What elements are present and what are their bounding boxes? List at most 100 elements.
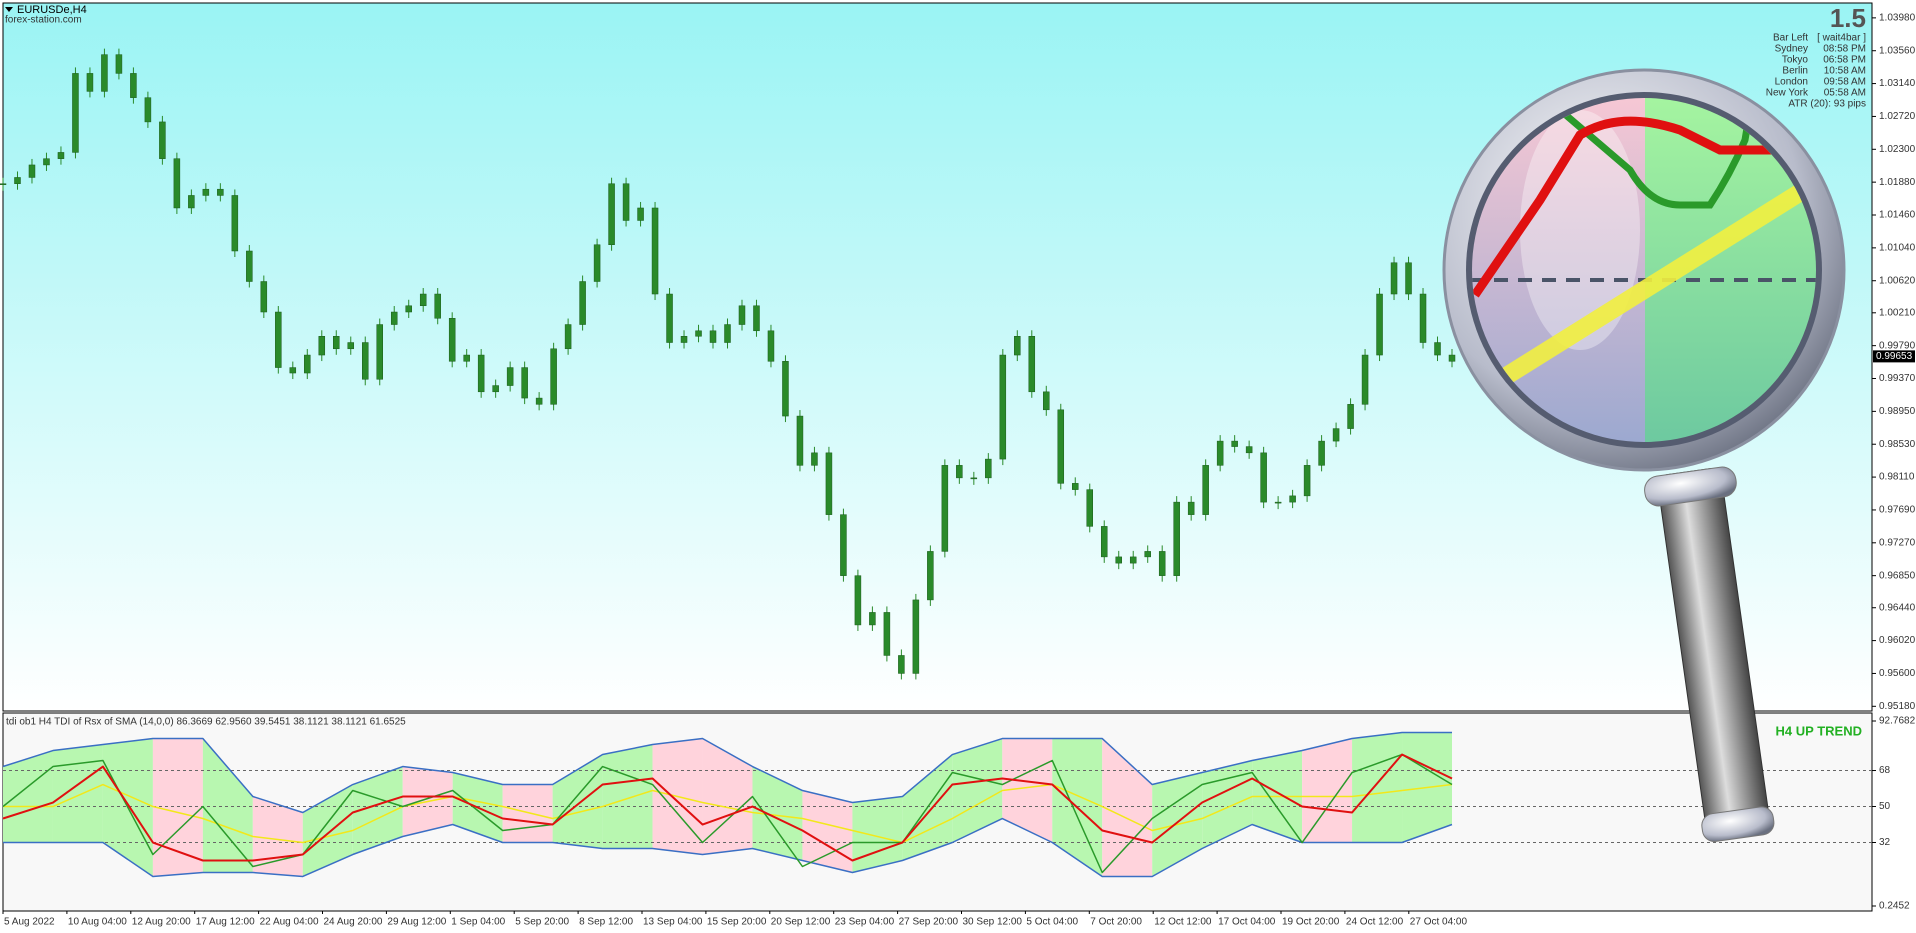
info-value: 08:58 PM bbox=[1823, 44, 1866, 55]
info-key: London bbox=[1775, 77, 1808, 88]
x-tick-label: 20 Sep 12:00 bbox=[771, 917, 831, 928]
candle bbox=[1245, 446, 1253, 454]
candle bbox=[1043, 391, 1050, 411]
candle bbox=[782, 361, 789, 417]
x-tick-label: 22 Aug 04:00 bbox=[260, 917, 319, 928]
y-tick-label: 1.03140 bbox=[1879, 78, 1916, 89]
x-tick-label: 24 Aug 20:00 bbox=[324, 917, 383, 928]
candle bbox=[43, 158, 50, 166]
candle bbox=[405, 305, 412, 313]
candle bbox=[637, 207, 644, 221]
candle bbox=[840, 514, 847, 576]
candle bbox=[86, 73, 94, 92]
candle bbox=[883, 612, 891, 656]
band-fill bbox=[602, 744, 653, 849]
y-tick-label: 1.03980 bbox=[1879, 13, 1916, 24]
y-tick-label: 32 bbox=[1879, 837, 1891, 848]
candle bbox=[144, 97, 152, 123]
candle bbox=[1158, 551, 1166, 576]
info-key: Tokyo bbox=[1782, 55, 1809, 66]
y-tick-label: 50 bbox=[1879, 801, 1891, 812]
candle bbox=[622, 183, 630, 221]
candle bbox=[1202, 465, 1209, 515]
candle bbox=[709, 330, 717, 343]
candle bbox=[927, 551, 934, 601]
candle bbox=[579, 281, 586, 325]
x-tick-label: 10 Aug 04:00 bbox=[68, 917, 127, 928]
candle bbox=[1361, 354, 1369, 405]
info-value: [ wait4bar ] bbox=[1817, 33, 1866, 44]
candle bbox=[825, 452, 833, 515]
x-tick-label: 13 Sep 04:00 bbox=[643, 917, 703, 928]
candle bbox=[651, 207, 659, 295]
x-tick-label: 1 Sep 04:00 bbox=[451, 917, 505, 928]
x-tick-label: 12 Oct 12:00 bbox=[1154, 917, 1212, 928]
candle bbox=[1014, 336, 1021, 356]
menu-arrow[interactable] bbox=[5, 7, 13, 12]
candle bbox=[564, 324, 572, 350]
x-tick-label: 5 Sep 20:00 bbox=[515, 917, 569, 928]
y-tick-label: 0.95600 bbox=[1879, 668, 1916, 679]
band-fill bbox=[52, 744, 103, 843]
info-key: New York bbox=[1766, 88, 1809, 99]
indicator-line bbox=[2, 731, 1452, 814]
y-tick-label: 0.96440 bbox=[1879, 602, 1916, 613]
candle bbox=[477, 354, 485, 393]
x-tick-label: 24 Oct 12:00 bbox=[1346, 917, 1404, 928]
candle bbox=[28, 164, 36, 178]
candle bbox=[1028, 336, 1036, 393]
y-tick-label: 0.96020 bbox=[1879, 635, 1916, 646]
y-tick-label: 0.98950 bbox=[1879, 406, 1916, 417]
candle bbox=[695, 330, 702, 337]
info-value: 06:58 PM bbox=[1823, 55, 1866, 66]
candle bbox=[1434, 342, 1441, 356]
candle bbox=[724, 324, 731, 343]
y-tick-label: 1.01040 bbox=[1879, 243, 1916, 254]
candle bbox=[985, 458, 992, 479]
candle bbox=[970, 477, 978, 480]
candle bbox=[1115, 556, 1122, 564]
band-fill bbox=[852, 796, 903, 873]
x-tick-label: 8 Sep 12:00 bbox=[579, 917, 633, 928]
y-tick-label: 1.01460 bbox=[1879, 210, 1916, 221]
y-tick-label: 92.7682 bbox=[1879, 716, 1916, 727]
band-fill bbox=[152, 738, 203, 877]
y-tick-label: 68 bbox=[1879, 765, 1891, 776]
candle bbox=[318, 336, 326, 356]
candle bbox=[1057, 409, 1065, 484]
candle bbox=[1144, 551, 1151, 558]
candle bbox=[434, 293, 441, 319]
candle bbox=[260, 281, 268, 313]
candle bbox=[521, 367, 528, 399]
candle bbox=[1072, 483, 1079, 490]
candle bbox=[1376, 293, 1383, 356]
candle bbox=[217, 188, 224, 196]
x-tick-label: 7 Oct 20:00 bbox=[1090, 917, 1142, 928]
y-tick-label: 0.2452 bbox=[1879, 901, 1910, 912]
candle bbox=[666, 293, 673, 343]
candle bbox=[1303, 465, 1311, 497]
x-tick-label: 27 Oct 04:00 bbox=[1410, 917, 1468, 928]
candle bbox=[492, 385, 499, 393]
band-fill bbox=[202, 738, 253, 873]
indicator-title: tdi ob1 H4 TDI of Rsx of SMA (14,0,0) 86… bbox=[6, 717, 406, 728]
x-tick-label: 17 Aug 12:00 bbox=[196, 917, 255, 928]
x-tick-label: 23 Sep 04:00 bbox=[835, 917, 895, 928]
source: forex-station.com bbox=[5, 15, 82, 26]
info-value: 10:58 AM bbox=[1824, 66, 1866, 77]
x-tick-label: 15 Sep 20:00 bbox=[707, 917, 767, 928]
candle bbox=[159, 121, 166, 159]
candle bbox=[72, 73, 79, 153]
candle bbox=[1100, 526, 1108, 558]
band-fill bbox=[802, 790, 853, 873]
candle bbox=[1216, 440, 1224, 466]
symbol: EURUSDe,H4 bbox=[17, 4, 87, 16]
info-key: Berlin bbox=[1782, 66, 1808, 77]
candle bbox=[1419, 293, 1427, 343]
candle bbox=[463, 354, 470, 362]
candle bbox=[941, 465, 949, 552]
info-key: Sydney bbox=[1775, 44, 1808, 55]
y-tick-label: 0.98110 bbox=[1879, 472, 1915, 483]
x-tick-label: 5 Aug 2022 bbox=[4, 917, 55, 928]
x-tick-label: 29 Aug 12:00 bbox=[387, 917, 446, 928]
